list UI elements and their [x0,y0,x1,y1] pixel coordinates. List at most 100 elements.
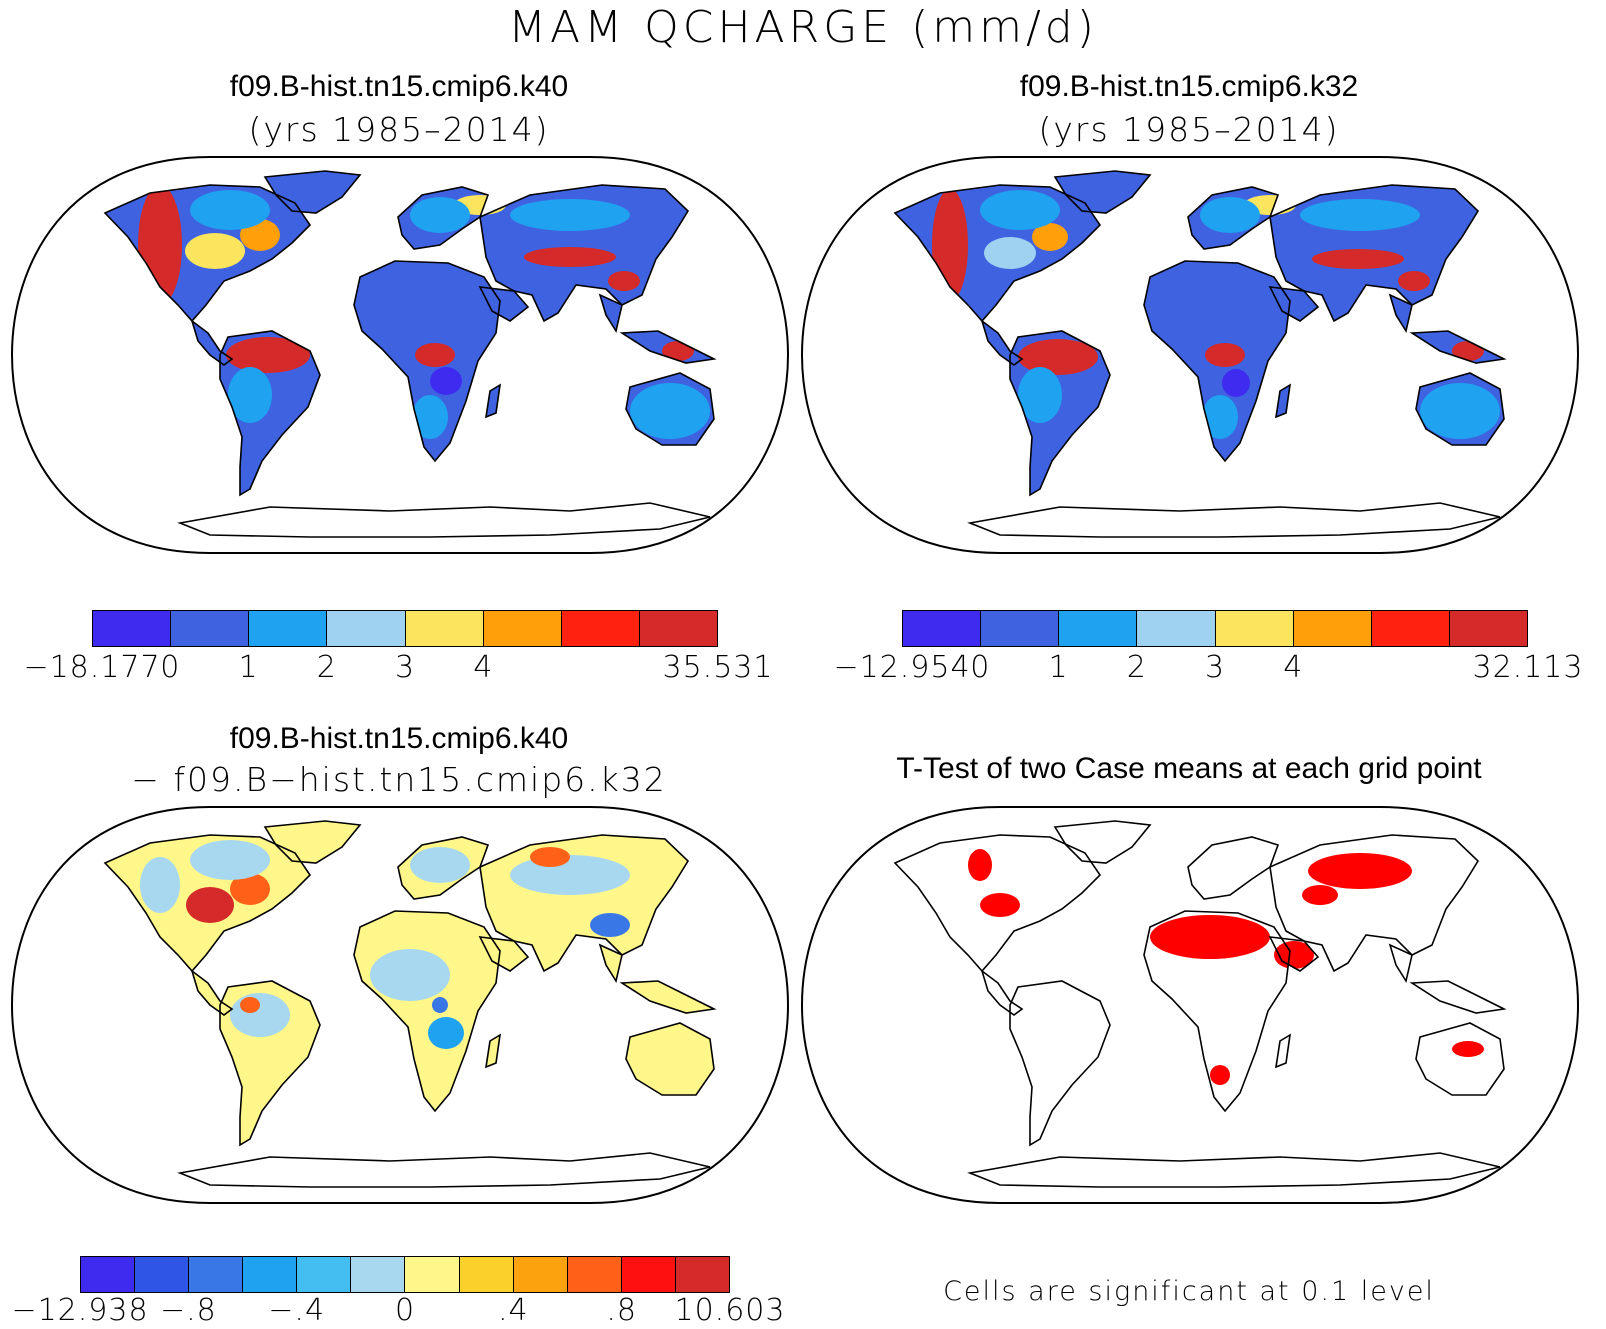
coastline-greenland [1053,170,1152,214]
colorbar-tick-label: 32.113 [1472,650,1584,685]
field-region [190,190,270,230]
colorbar-swatch [327,611,406,646]
coastline-antarctica [177,1152,711,1188]
coastline-northAmerica [893,834,1102,973]
field-region [432,997,448,1013]
field-region [968,849,992,881]
coastline-northAmerica [893,184,1102,323]
panel2-colorbar [902,610,1528,647]
field-region [240,997,260,1013]
field-region [415,343,455,367]
map-frame [10,806,790,1204]
map-frame [800,156,1580,554]
map-svg [800,806,1580,1204]
colorbar-tick-label: 1 [1048,650,1069,685]
map-frame [10,156,790,554]
coastline-asia [1269,834,1480,973]
colorbar-tick-label: 3 [1204,650,1226,685]
colorbar-swatch [1449,611,1527,646]
colorbar-swatch [297,1257,352,1292]
panel1-subtitle: (yrs 1985–2014) [248,110,550,149]
coastline-seAsia [1388,943,1413,984]
coastline-antarctica [967,502,1501,538]
field-region [230,993,290,1037]
colorbar-tick-label: 2 [1126,650,1147,685]
field-region [226,337,310,373]
colorbar-swatch [135,1257,190,1292]
colorbar-swatch [513,1257,568,1292]
colorbar-tick-label: −.8 [159,1293,217,1328]
colorbar-tick-label: −12.938 [11,1293,149,1328]
coastline-antarctica [177,502,711,538]
field-region [932,189,968,301]
colorbar-swatch [639,611,717,646]
coastline-greenland [263,170,362,214]
field-region [1222,369,1250,397]
coastline-madagascar [1274,383,1292,419]
map-svg [10,806,790,1204]
coastline-southAmerica [219,330,321,497]
colorbar-swatch [675,1257,729,1292]
coastline-seAsia [1388,293,1413,334]
field-region [1312,249,1404,269]
colorbar-swatch [249,611,328,646]
coastline-arabia [1268,286,1320,322]
field-region [630,1033,710,1089]
field-region [1018,367,1062,423]
coastline-indonesia [619,330,717,364]
field-region [1032,223,1068,251]
coastline-northAmerica [103,184,312,323]
colorbar-tick-label: 0 [970,650,991,685]
colorbar-tick-label: 1 [238,650,259,685]
colorbar-swatch [243,1257,298,1292]
colorbar-tick-label: −18.177 [23,650,161,685]
coastline-asia [1269,184,1480,323]
coastline-europe [397,186,490,250]
field-region [1302,885,1338,905]
panel1-colorbar [92,610,718,647]
field-region [1200,197,1260,233]
colorbar-tick-label: 2 [316,650,337,685]
field-region [608,271,640,291]
coastline-africa [1143,260,1291,463]
coastline-centralAmerica [980,318,1024,366]
colorbar-swatch [1215,611,1294,646]
coastline-greenland [263,820,362,864]
field-region [185,233,245,269]
coastline-arabia [478,936,530,972]
field-region [984,237,1036,269]
colorbar-swatch [903,611,982,646]
field-region [428,1017,464,1049]
coastline-greenland [1053,820,1152,864]
coastline-southAmerica [1009,980,1111,1147]
coastline-australia [1415,372,1505,446]
field-region [1018,339,1098,375]
field-region [1452,1041,1484,1057]
colorbar-swatch [621,1257,676,1292]
field-region [1150,915,1270,959]
field-region [410,847,470,883]
panel3-colorbar-ticks: −12.938 −.8 −.4 0 .4 .8 10.603 [11,1293,784,1329]
field-region [662,341,694,361]
colorbar-swatch [567,1257,622,1292]
coastline-centralAmerica [980,968,1024,1016]
field-region [1300,199,1420,231]
panel4-title: T-Test of two Case means at each grid po… [896,752,1482,785]
panel1-title: f09.B-hist.tn15.cmip6.k40 [229,70,569,103]
field-region [1398,271,1430,291]
field-region [410,197,470,233]
coastline-arabia [478,286,530,322]
panel1-map [10,155,790,555]
coastline-centralAmerica [190,318,234,366]
field-region [1308,853,1412,889]
coastline-europe [1187,836,1280,900]
coastline-indonesia [1409,330,1507,364]
colorbar-tick-label: 0 [394,1293,416,1328]
field-region [190,840,270,880]
colorbar-swatch [981,611,1060,646]
colorbar-swatch [171,611,250,646]
coastline-southAmerica [1009,330,1111,497]
colorbar-tick-label: 35.531 [662,650,774,685]
field-region [630,383,710,439]
coastline-europe [397,836,490,900]
